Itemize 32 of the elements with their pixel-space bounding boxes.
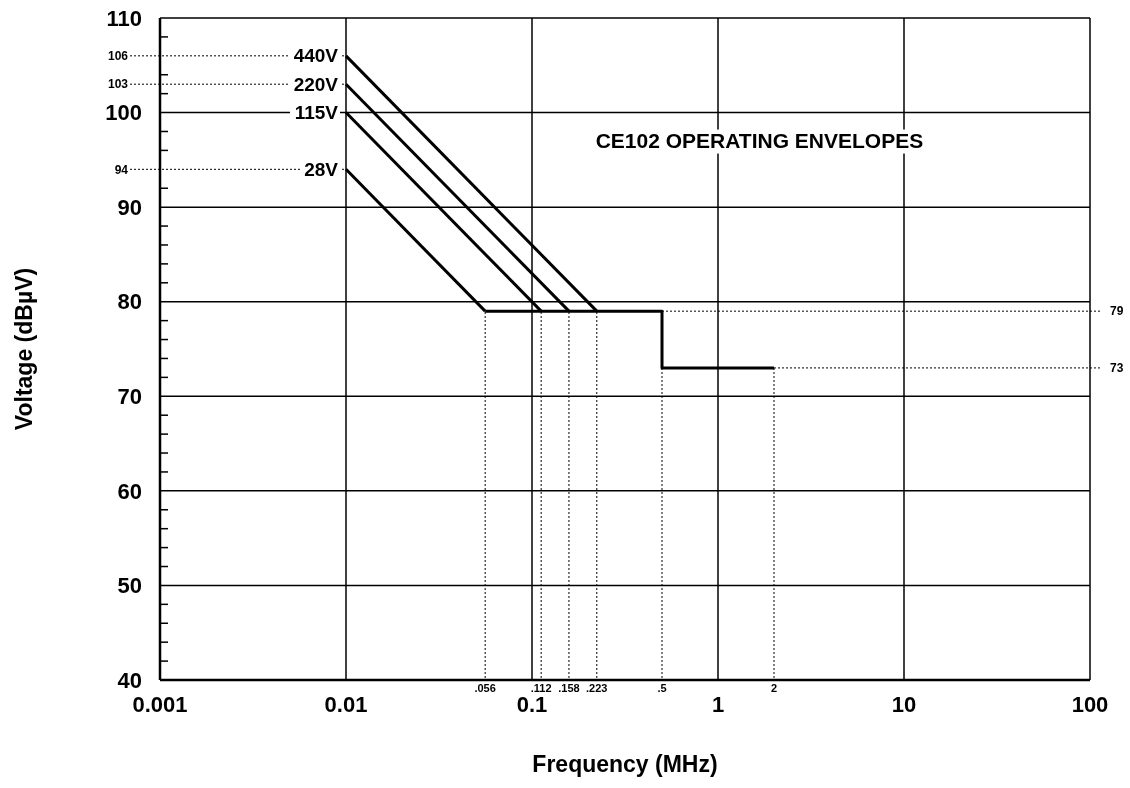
y-tick-label: 60 — [117, 478, 142, 504]
annotation: 79 — [1110, 304, 1124, 319]
x-tick-label: 0.01 — [324, 692, 368, 717]
y-tick-label: 80 — [117, 289, 142, 315]
series-label: 440V — [293, 45, 339, 67]
series-label: 115V — [294, 102, 339, 124]
y-tick-label: 40 — [117, 667, 142, 693]
annotation: .112 — [530, 682, 552, 694]
x-tick-label: 10 — [891, 692, 917, 717]
text: CE102 OPERATING ENVELOPES — [595, 128, 924, 152]
x-axis-title: Frequency (MHz) — [532, 751, 718, 777]
annotation: .5 — [657, 682, 667, 694]
x-tick-label: 1 — [711, 692, 725, 717]
annotation: .056 — [474, 682, 496, 694]
x-tick-label: 0.001 — [132, 692, 188, 717]
annotation: 103 — [107, 77, 129, 92]
annotation: 2 — [770, 682, 778, 694]
annotation: .158 — [558, 682, 580, 694]
y-tick-label: 100 — [105, 100, 142, 126]
annotation: 73 — [1110, 361, 1124, 376]
series-label: 220V — [293, 73, 339, 95]
y-tick-label: 90 — [117, 194, 142, 220]
annotation: 106 — [107, 49, 129, 64]
x-tick-label: 0.1 — [516, 692, 548, 717]
y-axis-title: Voltage (dBµV) — [11, 267, 37, 431]
y-tick-label: 50 — [117, 573, 142, 599]
y-tick-label: 110 — [106, 5, 142, 31]
annotation: 94 — [114, 162, 129, 177]
y-tick-label: 70 — [117, 383, 142, 409]
x-tick-label: 100 — [1071, 692, 1109, 717]
series-label: 28V — [304, 158, 339, 180]
annotation: .223 — [586, 682, 608, 694]
